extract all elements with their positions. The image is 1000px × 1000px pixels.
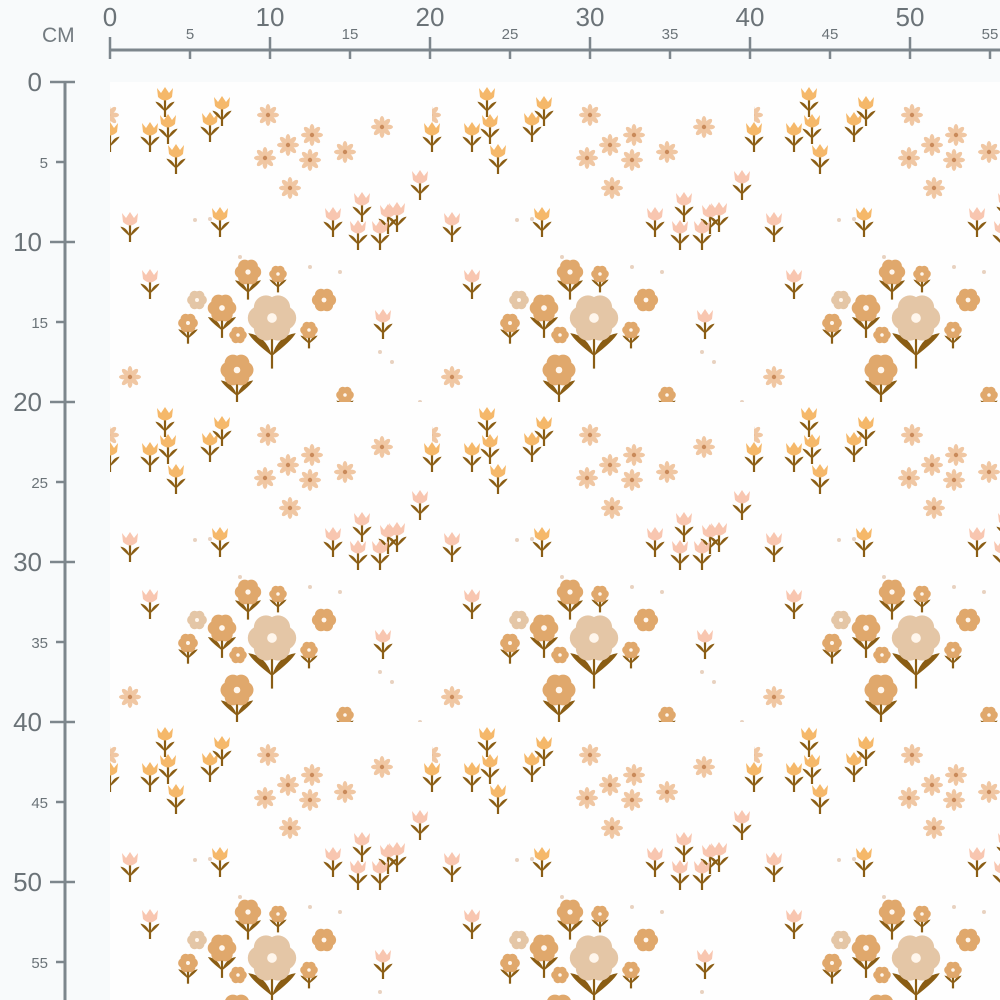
left-minor-label: 25 <box>31 475 48 492</box>
left-major-label: 40 <box>13 707 42 737</box>
top-minor-label: 55 <box>982 26 999 43</box>
top-major-label: 0 <box>103 2 117 32</box>
top-minor-label: 15 <box>342 26 359 43</box>
left-minor-label: 15 <box>31 315 48 332</box>
top-minor-label: 45 <box>822 26 839 43</box>
top-major-label: 50 <box>896 2 925 32</box>
top-minor-label: 25 <box>502 26 519 43</box>
top-minor-label: 35 <box>662 26 679 43</box>
left-major-label: 30 <box>13 547 42 577</box>
left-major-label: 10 <box>13 227 42 257</box>
top-major-label: 30 <box>576 2 605 32</box>
left-minor-label: 45 <box>31 795 48 812</box>
left-major-label: 20 <box>13 387 42 417</box>
fabric-pattern <box>110 82 1000 1000</box>
top-minor-label: 5 <box>186 26 194 43</box>
left-minor-label: 5 <box>40 155 48 172</box>
top-major-label: 10 <box>256 2 285 32</box>
left-major-label: 50 <box>13 867 42 897</box>
left-minor-label: 55 <box>31 955 48 972</box>
left-major-label: 0 <box>28 67 42 97</box>
top-major-label: 20 <box>416 2 445 32</box>
top-major-label: 40 <box>736 2 765 32</box>
left-minor-label: 35 <box>31 635 48 652</box>
unit-label: CM <box>42 24 75 47</box>
